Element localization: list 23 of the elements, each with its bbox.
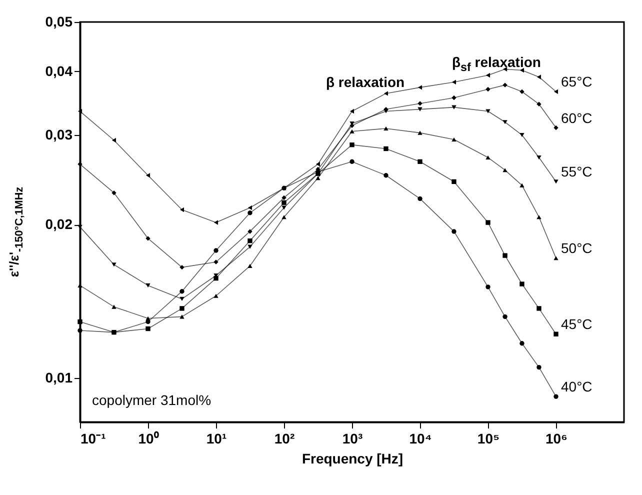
y-tick-label: 0,01 (45, 370, 73, 386)
y-tick-label: 0,05 (45, 14, 73, 30)
annotation: copolymer 31mol% (92, 392, 212, 408)
x-tick-label: 10³ (342, 430, 363, 446)
x-tick-label: 10⁻¹ (80, 430, 106, 446)
series-label: 50°C (561, 240, 592, 256)
x-tick-label: 10¹ (206, 430, 227, 446)
y-tick-label: 0,04 (45, 62, 73, 79)
series-label: 40°C (561, 378, 592, 395)
y-tick-label: 0,02 (45, 216, 73, 232)
series-label: 65°C (561, 74, 592, 90)
x-tick-label: 10⁰ (138, 430, 159, 446)
annotation: β relaxation (326, 74, 405, 90)
annotation: β$_{sf}$ relaxation (452, 54, 541, 74)
x-axis-title: Frequency [Hz] (302, 450, 404, 466)
x-tick-label: 10⁶ (545, 430, 568, 446)
y-tick-label: 0,03 (45, 126, 73, 143)
x-tick-label: 10² (274, 430, 295, 446)
series-label: 45°C (561, 316, 592, 332)
series-label: 55°C (561, 164, 592, 180)
series-label: 60°C (561, 110, 592, 126)
x-tick-label: 10⁴ (409, 430, 432, 446)
x-tick-label: 10⁵ (477, 430, 500, 446)
